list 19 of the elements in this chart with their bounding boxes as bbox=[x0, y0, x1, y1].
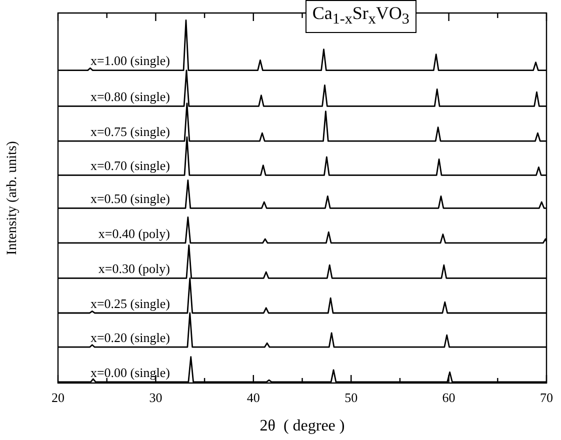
y-axis-title: Intensity (arb. units) bbox=[5, 140, 20, 255]
x-tick-label: 30 bbox=[149, 390, 162, 406]
series-label: x=0.70 (single) bbox=[90, 158, 170, 174]
series-label: x=0.75 (single) bbox=[90, 124, 170, 139]
series-label: x=0.20 (single) bbox=[90, 330, 170, 346]
x-tick-label: 70 bbox=[540, 390, 553, 406]
series-label: x=0.80 (single) bbox=[90, 89, 170, 104]
x-tick-label: 40 bbox=[246, 390, 260, 406]
series-label: x=0.50 (single) bbox=[90, 191, 170, 206]
x-tick-label: 20 bbox=[52, 390, 64, 406]
series-label: x=0.25 (single) bbox=[90, 296, 170, 311]
x-axis-title: 2θ ( degree ) bbox=[260, 418, 345, 435]
series-label: x=0.40 (poly) bbox=[98, 226, 170, 241]
chart-title: Ca$_{1-x}$Sr$_{x}$VO$_{3}$ bbox=[305, 0, 416, 33]
series-label: x=1.00 (single) bbox=[90, 53, 170, 68]
series-label: x=0.00 (single) bbox=[90, 364, 170, 380]
x-tick-label: 50 bbox=[344, 390, 358, 406]
x-tick-label: 60 bbox=[442, 390, 456, 406]
series-label: x=0.30 (poly) bbox=[98, 261, 170, 276]
